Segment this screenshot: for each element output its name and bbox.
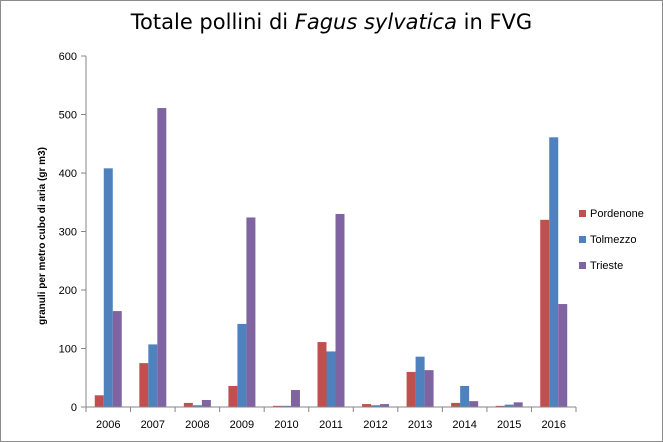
bar-trieste-2009 <box>246 217 256 407</box>
bar-pordenone-2016 <box>540 219 550 407</box>
legend-label-trieste: Trieste <box>590 260 623 272</box>
bar-trieste-2007 <box>157 108 167 407</box>
x-tick-label: 2006 <box>96 419 120 431</box>
x-tick-label: 2009 <box>230 419 254 431</box>
x-tick-label: 2015 <box>497 419 521 431</box>
x-axis-ticks: 2006 2007 2008 2009 2010 2011 2012 2013 2014 2015… <box>85 407 577 431</box>
x-tick-label: 2008 <box>185 419 209 431</box>
bar-tolmezzo-2011 <box>326 351 336 407</box>
bar-pordenone-2012 <box>362 404 372 407</box>
x-tick-label: 2014 <box>452 419 476 431</box>
bar-trieste-2015 <box>513 402 523 407</box>
bar-pordenone-2014 <box>451 402 461 407</box>
x-tick-label: 2010 <box>274 419 298 431</box>
legend-swatch-tolmezzo <box>579 236 586 243</box>
bar-pordenone-2008 <box>183 402 193 407</box>
x-tick-label: 2011 <box>319 419 343 431</box>
bar-tolmezzo-2010 <box>281 405 291 407</box>
chart-title-species: Fagus sylvatica <box>294 10 457 34</box>
bar-tolmezzo-2006 <box>103 168 113 407</box>
bar-pordenone-2007 <box>139 363 149 407</box>
x-tick-label: 2016 <box>541 419 565 431</box>
y-tick-label: 600 <box>59 51 77 63</box>
bar-pordenone-2006 <box>94 395 104 407</box>
bar-pordenone-2013 <box>406 371 416 407</box>
bar-pordenone-2009 <box>228 385 238 407</box>
y-tick-label: 300 <box>59 227 77 239</box>
bar-trieste-2008 <box>201 399 211 407</box>
x-tick-label: 2007 <box>141 419 165 431</box>
legend-swatch-trieste <box>579 262 586 269</box>
bar-trieste-2012 <box>380 404 390 407</box>
bar-tolmezzo-2015 <box>504 404 514 407</box>
legend-swatch-pordenone <box>579 210 586 217</box>
x-tick-label: 2012 <box>363 419 387 431</box>
bar-tolmezzo-2012 <box>371 405 381 407</box>
y-tick-label: 200 <box>59 285 77 297</box>
y-axis-label: granuli per metro cubo di aria (gr m3) <box>37 147 48 325</box>
bar-pordenone-2010 <box>272 405 282 407</box>
legend: Pordenone Tolmezzo Trieste <box>579 208 644 272</box>
bar-tolmezzo-2008 <box>192 405 202 407</box>
x-tick-label: 2013 <box>408 419 432 431</box>
legend-label-pordenone: Pordenone <box>590 208 644 220</box>
bar-tolmezzo-2013 <box>415 356 425 407</box>
chart-title-start: Totale pollini di <box>130 10 295 34</box>
chart-title: Totale pollini di Fagus sylvatica in FVG <box>0 10 663 34</box>
y-axis-ticks: 0 100 200 300 400 500 600 <box>59 51 86 414</box>
y-tick-label: 400 <box>59 168 77 180</box>
chart-title-end: in FVG <box>456 10 533 34</box>
bar-tolmezzo-2014 <box>460 385 470 407</box>
bar-pordenone-2015 <box>495 405 505 407</box>
bar-trieste-2016 <box>558 304 568 407</box>
bar-trieste-2011 <box>335 213 345 407</box>
bars <box>94 108 568 407</box>
y-tick-label: 100 <box>59 344 77 356</box>
axes <box>85 56 576 408</box>
bar-tolmezzo-2009 <box>237 323 247 407</box>
bar-tolmezzo-2016 <box>549 137 559 407</box>
bar-pordenone-2011 <box>317 342 327 407</box>
y-tick-label: 0 <box>71 402 77 414</box>
bar-trieste-2006 <box>112 311 122 407</box>
bar-trieste-2013 <box>424 370 434 407</box>
bar-trieste-2014 <box>469 401 479 407</box>
y-tick-label: 500 <box>59 110 77 122</box>
bar-trieste-2010 <box>290 390 300 407</box>
legend-label-tolmezzo: Tolmezzo <box>590 234 636 246</box>
bar-tolmezzo-2007 <box>148 344 158 407</box>
